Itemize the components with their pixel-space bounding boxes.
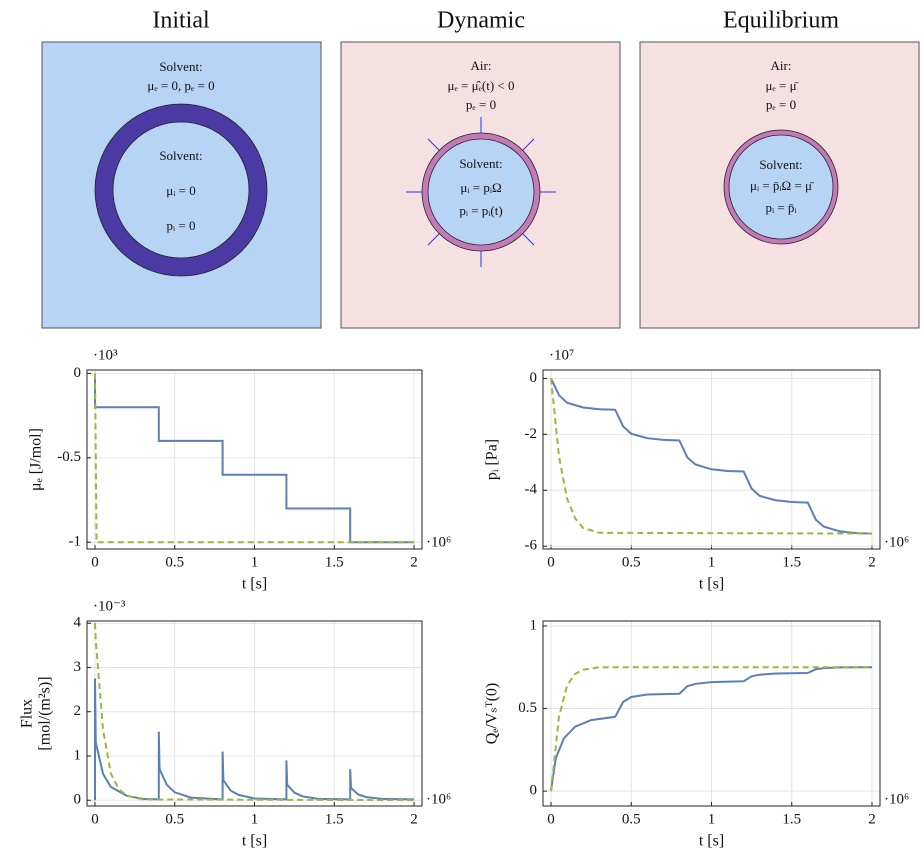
- outer-text: Solvent:: [159, 59, 202, 74]
- inner-text: Solvent:: [159, 148, 202, 163]
- y-scale-label: ·10³: [93, 347, 118, 363]
- x-tick-label: 0.5: [165, 554, 184, 570]
- y-scale-label: ·10⁷: [549, 347, 574, 363]
- y-tick-label: 3: [74, 659, 82, 675]
- inner-text: μᵢ = 0: [166, 183, 195, 198]
- y-tick-label: 0: [74, 365, 82, 381]
- data-line: [94, 373, 414, 544]
- data-line: [550, 378, 873, 535]
- data-line: [550, 377, 873, 535]
- x-tick-label: 0: [547, 554, 555, 570]
- x-tick-label: 2: [410, 811, 418, 827]
- y-tick-label: 0: [74, 792, 82, 808]
- data-line: [94, 373, 414, 544]
- x-scale-label: ·10⁶: [426, 791, 451, 807]
- y-axis-label: pᵢ [Pa]: [484, 439, 501, 480]
- inner-text: pᵢ = pᵢ(t): [459, 203, 502, 218]
- y-tick-label: -2: [525, 426, 538, 442]
- y-tick-label: 0: [530, 783, 538, 799]
- y-tick-label: 0.5: [518, 700, 537, 716]
- y-tick-label: 0: [530, 370, 538, 386]
- x-axis-label: t [s]: [242, 833, 267, 850]
- inner-text: Solvent:: [759, 157, 802, 172]
- inner: [427, 138, 535, 246]
- panel-equilibrium: Equilibrium Air: μₑ = μ̄ pₑ = 0 Solvent:…: [639, 8, 920, 329]
- y-tick-label: -0.5: [57, 449, 81, 465]
- inner-text: pᵢ = 0: [167, 218, 196, 233]
- panel-dynamic: Dynamic Air: μₑ = μ̂ₑ(t) < 0 pₑ = 0 Solv…: [340, 8, 621, 329]
- data-line: [550, 666, 873, 792]
- ring: [95, 104, 267, 276]
- inner: [728, 134, 834, 240]
- data-line: [550, 666, 872, 792]
- plot-frame: [542, 620, 881, 807]
- ring-edge: [112, 121, 250, 259]
- arrows: [406, 117, 556, 267]
- x-tick-label: 0.5: [622, 554, 641, 570]
- x-tick-label: 2: [410, 554, 418, 570]
- x-tick-label: 1.5: [782, 554, 801, 570]
- x-tick-label: 0: [91, 554, 99, 570]
- y-tick-label: 4: [74, 615, 82, 631]
- x-tick-label: 2: [868, 554, 876, 570]
- x-scale-label: ·10⁶: [426, 534, 451, 550]
- inner-text: pᵢ = p̄ᵢ: [765, 200, 797, 215]
- x-tick-label: 1: [708, 811, 716, 827]
- x-tick-label: 1.5: [782, 811, 801, 827]
- y-axis-label: Flux: [19, 699, 36, 728]
- x-tick-label: 1.5: [325, 554, 344, 570]
- data-line: [94, 623, 415, 802]
- panel-title: Initial: [152, 8, 210, 34]
- panel-title: Dynamic: [437, 8, 525, 34]
- x-tick-label: 0.5: [622, 811, 641, 827]
- x-scale-label: ·10⁶: [884, 534, 909, 550]
- y-axis-label: μₑ [J/mol]: [28, 428, 45, 491]
- y-tick-label: 1: [74, 747, 82, 763]
- x-axis-label: t [s]: [699, 576, 724, 593]
- outer-text: pₑ = 0: [766, 97, 796, 112]
- inner-text: μᵢ = p̄ᵢΩ = μ̄: [750, 178, 814, 193]
- panel-title: Equilibrium: [723, 8, 839, 34]
- outer-text: Air:: [471, 58, 492, 73]
- outer-text: μₑ = μ̂ₑ(t) < 0: [447, 78, 514, 93]
- outer-text: μₑ = 0, pₑ = 0: [147, 78, 214, 93]
- x-tick-label: 2: [868, 811, 876, 827]
- x-tick-label: 1: [708, 554, 716, 570]
- y-tick-label: 2: [74, 703, 82, 719]
- y-tick-label: 1: [530, 617, 538, 633]
- x-tick-label: 0.5: [165, 811, 184, 827]
- inner-text: Solvent:: [459, 156, 502, 171]
- x-tick-label: 1: [251, 554, 259, 570]
- x-tick-label: 1.5: [325, 811, 344, 827]
- x-tick-label: 0: [91, 811, 99, 827]
- outer-text: pₑ = 0: [466, 97, 496, 112]
- panel-initial: Initial Solvent: μₑ = 0, pₑ = 0 Solvent:…: [41, 8, 322, 329]
- outer-text: μₑ = μ̄: [765, 78, 798, 93]
- x-tick-label: 1: [251, 811, 259, 827]
- plot-frame: [86, 369, 423, 550]
- ring-edge: [94, 103, 268, 277]
- y-scale-label: ·10⁻³: [93, 598, 126, 614]
- panel-box: [41, 41, 322, 329]
- x-axis-label: t [s]: [699, 833, 724, 850]
- y-axis-label: [mol/(m²s)]: [37, 676, 54, 750]
- plot-frame: [542, 369, 881, 550]
- y-tick-label: -6: [525, 538, 538, 554]
- y-tick-label: -4: [525, 482, 538, 498]
- x-scale-label: ·10⁶: [884, 791, 909, 807]
- x-axis-label: t [s]: [242, 576, 267, 593]
- y-tick-label: -1: [69, 534, 82, 550]
- x-tick-label: 0: [547, 811, 555, 827]
- y-axis-label: Qₑ/Vₛᵀ(0): [484, 683, 501, 745]
- outer-text: Air:: [771, 58, 792, 73]
- inner-text: μᵢ = pᵢΩ: [460, 180, 501, 195]
- plot-frame: [86, 620, 423, 807]
